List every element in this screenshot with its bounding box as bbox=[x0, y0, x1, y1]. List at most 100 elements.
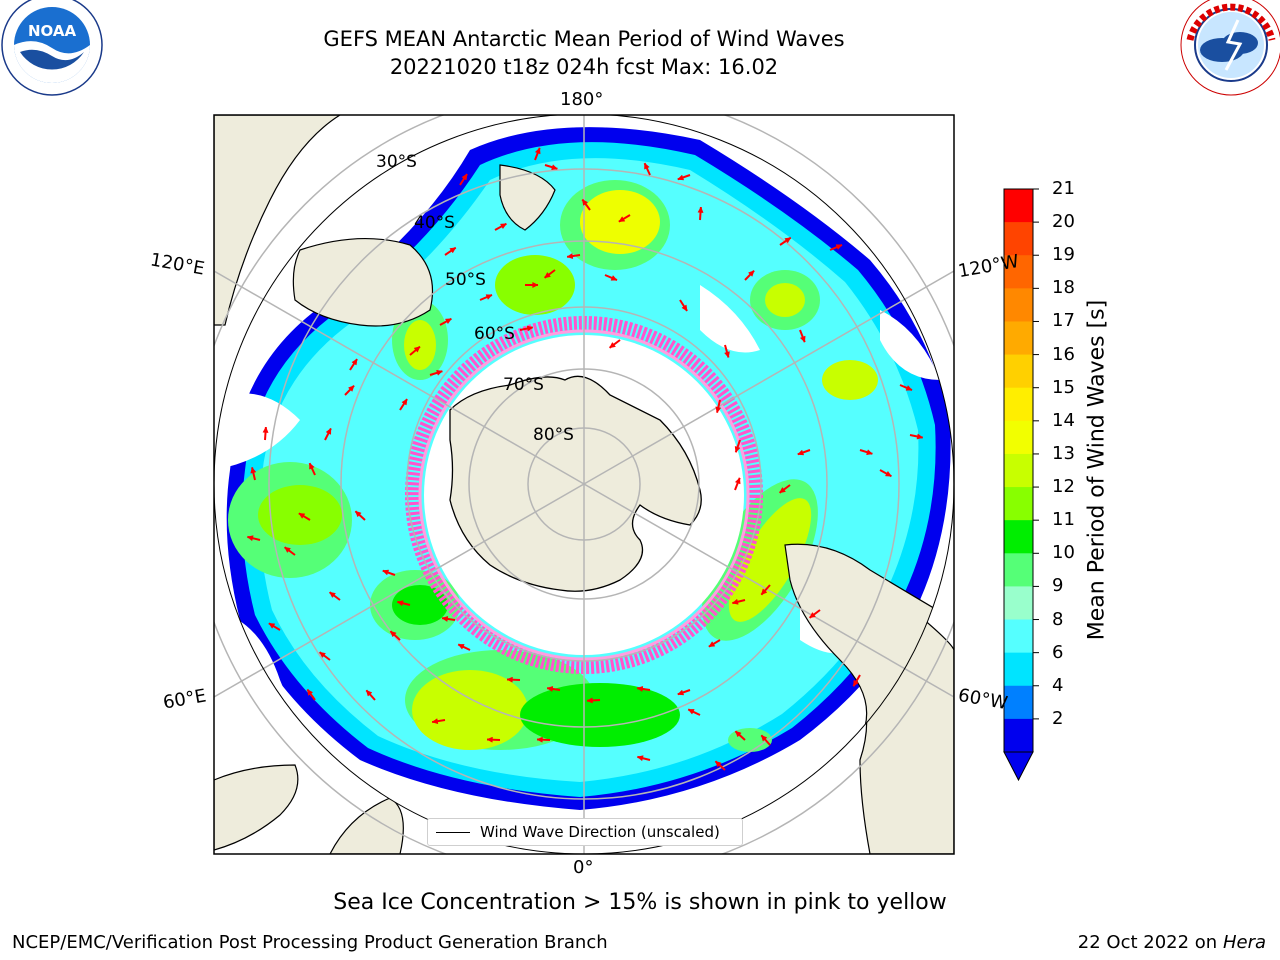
wind-wave-arrow-head bbox=[268, 623, 276, 629]
wind-wave-arrow-head bbox=[365, 689, 373, 697]
wind-wave-arrow-head bbox=[760, 734, 768, 742]
footer-date-text: 22 Oct 2022 on bbox=[1077, 932, 1223, 953]
wind-wave-arrow-head bbox=[441, 615, 449, 622]
wind-wave-arrow-head bbox=[284, 546, 291, 554]
colorbar-tick-label: 12 bbox=[1052, 476, 1075, 498]
wind-wave-arrow-head bbox=[532, 281, 539, 289]
wind-wave-arrow-head bbox=[309, 462, 315, 470]
wind-wave-arrow-head bbox=[351, 358, 358, 366]
wind-wave-arrow-head bbox=[885, 470, 892, 477]
colorbar-segment bbox=[1004, 420, 1033, 455]
wind-wave-arrow-head bbox=[534, 147, 541, 155]
wind-wave-arrow-head bbox=[500, 223, 507, 230]
lon-label-180: 180° bbox=[560, 89, 604, 110]
colorbar-tick-label: 11 bbox=[1052, 509, 1075, 531]
colorbar-tick-label: 15 bbox=[1052, 376, 1075, 398]
colorbar-border bbox=[1003, 188, 1034, 753]
colorbar-tick-label: 19 bbox=[1052, 244, 1075, 266]
colorbar-segment bbox=[1004, 222, 1033, 256]
wind-wave-arrow-head bbox=[734, 730, 742, 738]
colorbar-segment bbox=[1004, 189, 1033, 223]
wind-wave-arrow-head bbox=[779, 486, 786, 494]
wind-wave-arrow-head bbox=[486, 736, 493, 743]
wind-wave-arrow-head bbox=[586, 697, 593, 704]
colorbar-segment bbox=[1004, 321, 1033, 356]
lon-label-0: 0° bbox=[573, 857, 594, 878]
graticule bbox=[214, 115, 954, 854]
wind-wave-arrow-head bbox=[708, 641, 716, 647]
lat-label-50s: 50°S bbox=[445, 270, 486, 290]
wind-wave-arrow-head bbox=[566, 253, 574, 260]
chart-title: GEFS MEAN Antarctic Mean Period of Wind … bbox=[323, 27, 845, 51]
wind-wave-arrows bbox=[246, 147, 924, 771]
colorbar-segment bbox=[1004, 288, 1033, 322]
wind-wave-arrow-head bbox=[329, 591, 336, 599]
wind-wave-arrow-head bbox=[506, 676, 513, 683]
wind-wave-arrow-head bbox=[382, 569, 390, 576]
colorbar-segment bbox=[1004, 619, 1033, 654]
colorbar-segment bbox=[1004, 387, 1033, 422]
wind-wave-arrow-head bbox=[551, 164, 558, 171]
colorbar-segment bbox=[1004, 487, 1033, 521]
wind-wave-arrow-head bbox=[544, 271, 551, 279]
wind-wave-arrow-head bbox=[734, 445, 741, 453]
wind-wave-arrow-head bbox=[262, 426, 269, 433]
wind-wave-arrow-head bbox=[916, 433, 924, 440]
wind-wave-arrow-head bbox=[905, 385, 913, 391]
nws-logo bbox=[1180, 0, 1280, 96]
colorbar-tick-label: 14 bbox=[1052, 409, 1075, 431]
colorbar-segment bbox=[1004, 652, 1033, 687]
wind-wave-arrow-head bbox=[413, 346, 421, 353]
map-frame bbox=[213, 114, 955, 855]
colorbar-tick-label: 6 bbox=[1052, 641, 1064, 663]
wind-wave-arrow-head bbox=[436, 369, 443, 376]
lat-label-40s: 40°S bbox=[414, 213, 455, 233]
wind-wave-arrow-head bbox=[401, 398, 408, 406]
legend-label: Wind Wave Direction (unscaled) bbox=[480, 823, 720, 841]
colorbar-segment bbox=[1004, 354, 1033, 389]
colorbar-segment bbox=[1004, 718, 1033, 753]
wind-wave-arrow-head bbox=[396, 600, 404, 607]
colorbar-tick-label: 10 bbox=[1052, 542, 1075, 564]
wind-wave-arrow-head bbox=[307, 689, 314, 696]
colorbar-tick-label: 16 bbox=[1052, 343, 1075, 365]
wind-wave-arrow-head bbox=[636, 685, 644, 692]
wind-wave-arrow-head bbox=[298, 513, 306, 519]
wind-wave-arrow-head bbox=[866, 449, 873, 456]
colorbar-title: Mean Period of Wind Waves [s] bbox=[1084, 299, 1110, 641]
wind-wave-arrow-head bbox=[835, 244, 843, 250]
colorbar-segment bbox=[1004, 520, 1033, 554]
colorbar-tick-label: 20 bbox=[1052, 211, 1075, 233]
colorbar-tick-label: 9 bbox=[1052, 575, 1064, 597]
wind-wave-arrow-head bbox=[724, 351, 730, 359]
wind-wave-arrow-head bbox=[734, 477, 741, 485]
wind-wave-arrow-head bbox=[636, 755, 644, 762]
map-legend: Wind Wave Direction (unscaled) bbox=[427, 818, 743, 846]
wind-wave-arrow-head bbox=[354, 510, 362, 518]
wind-wave-arrow-head bbox=[457, 644, 465, 650]
wind-wave-arrow-head bbox=[799, 335, 806, 343]
wind-wave-arrow-head bbox=[609, 341, 616, 349]
wind-wave-arrow-head bbox=[714, 760, 722, 768]
wind-wave-arrow-head bbox=[526, 325, 534, 332]
colorbar-tick-label: 13 bbox=[1052, 442, 1075, 464]
footer-producer: NCEP/EMC/Verification Post Processing Pr… bbox=[12, 932, 608, 953]
wind-wave-arrow-head bbox=[431, 718, 439, 725]
wind-wave-arrow-head bbox=[677, 689, 685, 696]
chart-subtitle: 20221020 t18z 024h fcst Max: 16.02 bbox=[389, 55, 779, 79]
wind-wave-arrow-head bbox=[797, 449, 805, 456]
lat-label-30s: 30°S bbox=[376, 152, 417, 172]
colorbar bbox=[1003, 188, 1039, 782]
wave-period-field bbox=[214, 115, 954, 854]
wind-wave-arrow-head bbox=[687, 709, 695, 715]
wind-wave-arrow-head bbox=[618, 216, 626, 222]
lat-label-70s: 70°S bbox=[503, 375, 544, 395]
colorbar-tick-label: 17 bbox=[1052, 310, 1075, 332]
wind-wave-arrow-head bbox=[715, 406, 722, 414]
wind-wave-arrow-head bbox=[784, 237, 792, 244]
wind-wave-arrow-head bbox=[250, 466, 257, 474]
ice-caption: Sea Ice Concentration > 15% is shown in … bbox=[333, 890, 947, 915]
colorbar-tick-label: 4 bbox=[1052, 674, 1064, 696]
lat-label-80s: 80°S bbox=[533, 425, 574, 445]
